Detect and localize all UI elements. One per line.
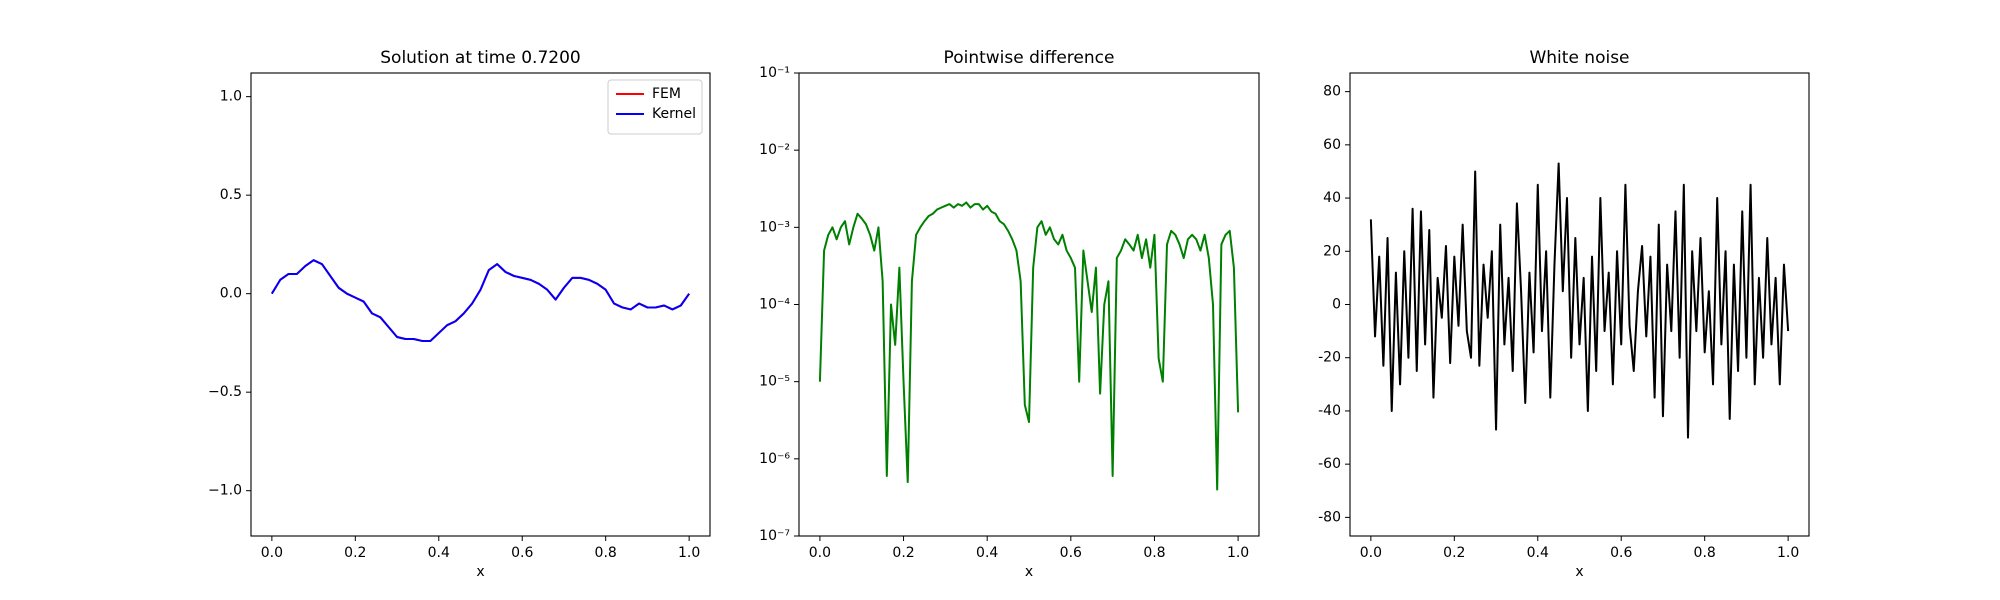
x-tick-label: 0.0 [809,545,831,561]
y-tick-label: 1.0 [220,89,242,105]
y-tick-label: 0.5 [220,187,242,203]
x-tick-label: 0.2 [344,545,366,561]
y-tick-label: -60 [1318,456,1341,472]
axes-frame [250,72,711,537]
x-tick-label: 0.6 [1060,545,1082,561]
axes-frame [798,72,1260,537]
y-tick-label: 0.0 [220,286,242,302]
line-series [818,201,1240,491]
y-tick-label: 0 [1332,297,1341,313]
x-axis-label: x [476,564,484,580]
y-tick-label: 10⁻¹ [759,65,790,81]
legend-label: FEM [652,86,681,102]
x-tick-label: 0.8 [1694,545,1716,561]
chart-title: White noise [1529,48,1629,68]
y-tick-label: −1.0 [208,483,242,499]
x-tick-label: 0.2 [892,545,914,561]
axes-frame [1349,72,1810,537]
x-tick-label: 0.4 [428,545,450,561]
x-tick-label: 0.0 [261,545,283,561]
y-tick-label: 80 [1323,84,1341,100]
x-tick-label: 0.6 [1610,545,1632,561]
line-series [271,259,690,342]
y-tick-label: 10⁻⁵ [759,374,790,390]
y-tick-label: 20 [1323,243,1341,259]
x-axis-label: x [1025,564,1033,580]
y-tick-label: -20 [1318,350,1341,366]
y-tick-label: -40 [1318,403,1341,419]
y-tick-label: -80 [1318,509,1341,525]
y-tick-label: −0.5 [208,384,242,400]
y-tick-label: 10⁻⁶ [759,451,790,467]
x-tick-label: 0.4 [1527,545,1549,561]
chart-title: Solution at time 0.7200 [380,48,580,68]
x-tick-label: 0.0 [1360,545,1382,561]
line-series [271,259,690,342]
x-tick-label: 1.0 [1227,545,1249,561]
x-tick-label: 1.0 [1777,545,1799,561]
y-tick-label: 10⁻⁴ [759,297,790,313]
line-series [1369,162,1790,439]
chart-title: Pointwise difference [944,48,1115,68]
x-tick-label: 0.4 [976,545,998,561]
y-tick-label: 60 [1323,137,1341,153]
legend-label: Kernel [652,106,696,122]
x-tick-label: 0.8 [595,545,617,561]
x-tick-label: 0.2 [1443,545,1465,561]
x-axis-label: x [1575,564,1583,580]
y-tick-label: 10⁻² [759,142,790,158]
x-tick-label: 0.8 [1143,545,1165,561]
y-tick-label: 10⁻³ [759,219,790,235]
x-tick-label: 0.6 [511,545,533,561]
y-tick-label: 40 [1323,190,1341,206]
x-tick-label: 1.0 [678,545,700,561]
y-tick-label: 10⁻⁷ [759,528,790,544]
